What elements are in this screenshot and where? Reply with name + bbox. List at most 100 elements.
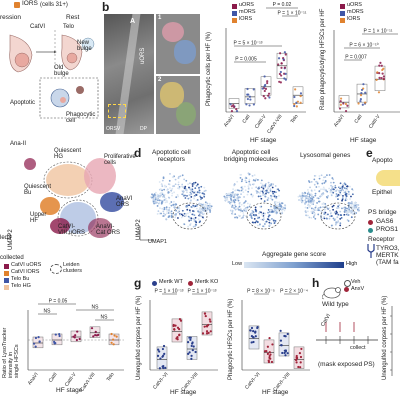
b2-point bbox=[376, 71, 379, 74]
umap-cell bbox=[158, 199, 161, 202]
umap-cell bbox=[341, 186, 344, 189]
panel-e-ps-bridge: PS bridge bbox=[368, 209, 397, 216]
legend-catvi-uors-swatch bbox=[4, 264, 9, 269]
umap-cell bbox=[344, 191, 347, 194]
umap-cell bbox=[174, 216, 177, 219]
umap-cell bbox=[262, 187, 265, 190]
umap-cell bbox=[343, 182, 346, 185]
umap-cell bbox=[186, 194, 188, 197]
umap-cell bbox=[322, 192, 325, 195]
umap-cell bbox=[203, 212, 206, 215]
umap-cell bbox=[183, 187, 186, 190]
umap-cell bbox=[157, 199, 159, 202]
umap-cell bbox=[350, 216, 353, 219]
leq3-label: leq3 bbox=[0, 235, 12, 241]
umap-cell bbox=[317, 200, 320, 203]
umap-cell bbox=[309, 198, 311, 201]
g1-point bbox=[173, 328, 176, 331]
g1-point bbox=[188, 351, 191, 354]
umap-cell bbox=[305, 195, 308, 198]
panel-b-letter: b bbox=[102, 0, 110, 14]
umap-cell bbox=[236, 196, 239, 198]
umap-cell bbox=[246, 193, 249, 196]
umap-cell bbox=[335, 190, 338, 192]
umap-cell bbox=[172, 185, 174, 188]
g2-box bbox=[293, 346, 305, 369]
umap-cell bbox=[273, 222, 276, 224]
b1-point bbox=[299, 101, 302, 104]
umap-cell bbox=[307, 214, 309, 217]
g2-point bbox=[279, 339, 283, 342]
umap-highlight bbox=[246, 202, 282, 230]
panel-e-tam: (TAM fa bbox=[376, 259, 399, 266]
umap-cell bbox=[231, 210, 234, 213]
umap-cell bbox=[180, 213, 183, 216]
umap-cell bbox=[330, 191, 333, 194]
umap-cell bbox=[339, 187, 342, 190]
label-upper-hf: Upper HF bbox=[30, 212, 47, 225]
umap-cell bbox=[349, 198, 352, 200]
panel-d-letter: d bbox=[134, 146, 142, 160]
umap-cell bbox=[165, 199, 168, 202]
umap-cell bbox=[257, 195, 260, 198]
f-point bbox=[112, 343, 115, 346]
umap-cell bbox=[251, 209, 254, 212]
pros1-swatch bbox=[368, 228, 373, 233]
umap-cell bbox=[152, 200, 155, 203]
umap-cell bbox=[345, 197, 347, 200]
umap-cell bbox=[357, 206, 360, 209]
umap-cell bbox=[235, 194, 238, 196]
em-label-a: A bbox=[130, 18, 136, 25]
label-ana-ii: Ana-II bbox=[10, 141, 27, 147]
umap-cell bbox=[181, 174, 184, 177]
umap-cell bbox=[238, 208, 240, 211]
f-tick-label: CatII-V bbox=[64, 371, 78, 388]
g1-point bbox=[174, 324, 177, 327]
g1-point bbox=[172, 324, 175, 328]
umap-cell bbox=[181, 209, 184, 212]
umap-cell bbox=[255, 186, 258, 189]
leiden-legend-shape bbox=[50, 264, 62, 274]
umap-cell bbox=[203, 190, 206, 193]
umap-clusters bbox=[24, 158, 124, 238]
umap-cell bbox=[303, 192, 306, 195]
umap-cell bbox=[208, 202, 211, 205]
g2-point bbox=[271, 343, 274, 346]
umap-cell bbox=[337, 198, 339, 201]
umap-cell bbox=[261, 214, 264, 217]
umap-cell bbox=[240, 186, 243, 189]
panel-g-letter: g bbox=[134, 276, 142, 290]
umap-cell bbox=[191, 213, 194, 216]
umap-cell bbox=[340, 217, 343, 219]
umap-cell bbox=[274, 202, 277, 205]
umap-cell bbox=[313, 178, 316, 181]
umap-cell bbox=[181, 214, 184, 217]
umap-cell bbox=[330, 215, 333, 217]
b1-point bbox=[295, 101, 298, 104]
umap-cell bbox=[241, 188, 244, 190]
g1-point bbox=[203, 312, 207, 315]
umap-cell bbox=[346, 185, 349, 188]
umap-cell bbox=[279, 208, 282, 211]
umap-cell bbox=[256, 221, 259, 224]
chart-b1-ylabel: Phagocytic cells per HF (%) bbox=[206, 31, 212, 106]
b2-point bbox=[339, 97, 343, 100]
label-new-bulge: New bulge bbox=[77, 40, 92, 53]
umap-cell bbox=[163, 206, 166, 209]
umap-cell bbox=[237, 199, 240, 202]
umap-cell bbox=[331, 177, 334, 179]
umap-cell bbox=[234, 208, 237, 211]
g2-box bbox=[278, 332, 290, 357]
umap-cell bbox=[350, 203, 353, 206]
f-point bbox=[110, 341, 113, 344]
umap-cell bbox=[235, 189, 237, 192]
g1-point bbox=[208, 318, 211, 321]
b1-point bbox=[299, 94, 302, 98]
g2-point bbox=[254, 331, 257, 334]
panel-e-pros1: PROS1 bbox=[376, 226, 399, 233]
umap-cell bbox=[176, 193, 179, 196]
f-box bbox=[70, 330, 82, 343]
umap-cell bbox=[250, 193, 253, 196]
panel-e-mertk: MERTK bbox=[376, 252, 399, 259]
umap-cell bbox=[328, 207, 331, 210]
